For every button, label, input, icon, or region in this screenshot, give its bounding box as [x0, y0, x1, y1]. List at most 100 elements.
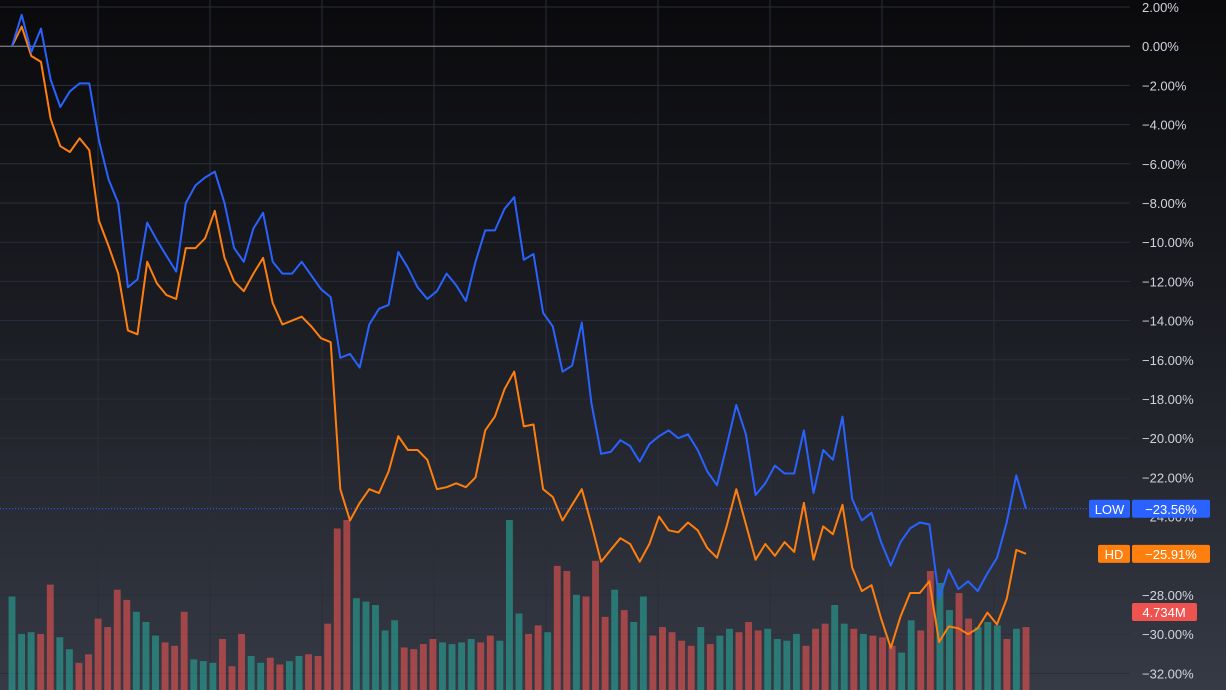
volume-bar: [209, 662, 217, 690]
series-name-badge: [1089, 499, 1130, 518]
y-tick-label: −32.00%: [1142, 666, 1194, 681]
volume-bar: [792, 633, 800, 690]
volume-bar: [419, 644, 427, 690]
volume-bar: [1022, 627, 1030, 690]
volume-bar: [285, 661, 293, 690]
volume-bar: [142, 622, 150, 690]
volume-bar: [955, 593, 963, 690]
volume-bar: [563, 571, 571, 690]
volume-bar: [429, 639, 437, 690]
volume-bar: [467, 639, 475, 690]
volume-bar: [898, 652, 906, 690]
volume-bar: [697, 627, 705, 690]
volume-bar: [544, 632, 552, 690]
volume-bar: [592, 560, 599, 690]
y-tick-label: −30.00%: [1142, 627, 1194, 642]
volume-bar: [295, 656, 303, 690]
volume-bar: [726, 628, 733, 690]
volume-bar: [37, 633, 45, 690]
volume-bar: [630, 622, 638, 690]
volume-bar: [18, 633, 26, 690]
volume-bar: [572, 594, 580, 690]
y-tick-label: −28.00%: [1142, 588, 1194, 603]
volume-bar: [974, 627, 982, 690]
volume-bar: [553, 565, 561, 690]
volume-bar: [859, 633, 867, 690]
volume-bar: [888, 645, 896, 690]
volume-bar: [477, 642, 485, 690]
y-axis[interactable]: 2.00% 0.00% −2.00% −4.00% −6.00% −8.00% −10.00…: [1142, 0, 1194, 681]
y-tick-label: −16.00%: [1142, 353, 1194, 368]
volume-bar: [8, 596, 16, 690]
volume-bar: [582, 596, 590, 690]
volume-bar: [400, 647, 408, 690]
volume-bar: [821, 623, 829, 690]
volume-bar: [936, 582, 944, 690]
series-tags: LOW −23.56% HD −25.91% 4.734M: [1089, 499, 1210, 621]
volume-bar: [94, 618, 102, 690]
volume-bar: [27, 632, 35, 690]
volume-bar: [458, 642, 466, 690]
y-tick-label: −20.00%: [1142, 431, 1194, 446]
volume-bar: [534, 625, 542, 690]
volume-bar: [706, 644, 714, 690]
y-tick-label: −12.00%: [1142, 274, 1194, 289]
volume-bar: [773, 639, 781, 690]
y-tick-label: −10.00%: [1142, 235, 1194, 250]
series-line-low: [11, 13, 1027, 600]
volume-bar: [266, 657, 274, 690]
volume-bar: [907, 620, 915, 690]
volume-bar: [1012, 628, 1020, 690]
y-tick-label: 2.00%: [1142, 0, 1179, 15]
volume-value-label: 4.734M: [1142, 605, 1185, 620]
volume-tag: 4.734M: [1132, 603, 1197, 621]
volume-bar: [381, 630, 389, 690]
volume-bar: [352, 598, 360, 690]
volume-bar: [840, 623, 848, 690]
volume-bar: [199, 661, 207, 690]
series-value-badge: [1132, 499, 1210, 518]
volume-bar: [171, 645, 179, 690]
y-tick-label: −14.00%: [1142, 314, 1194, 329]
volume-bar: [85, 654, 92, 690]
volume-bar: [410, 649, 418, 690]
series-name-label: LOW: [1095, 502, 1125, 517]
volume-bar: [745, 622, 753, 690]
volume-bar: [984, 622, 992, 690]
volume-bar: [965, 618, 973, 690]
volume-bar: [305, 654, 312, 690]
series-tag-low: LOW −23.56%: [1089, 499, 1210, 518]
volume-bars: [8, 520, 1030, 690]
volume-bar: [850, 628, 858, 690]
volume-bar: [190, 659, 198, 690]
volume-bar: [152, 635, 159, 690]
volume-bar: [391, 620, 399, 690]
volume-bar: [926, 571, 934, 690]
volume-bar: [439, 642, 446, 690]
volume-value-badge: [1132, 603, 1197, 621]
volume-bar: [946, 610, 953, 690]
volume-bar: [496, 640, 504, 690]
volume-bar: [869, 635, 877, 690]
volume-bar: [993, 625, 1001, 690]
volume-bar: [372, 605, 379, 690]
series-name-label: HD: [1105, 547, 1124, 562]
y-tick-label: −6.00%: [1142, 157, 1187, 172]
volume-bar: [75, 662, 83, 690]
volume-bar: [687, 645, 695, 690]
volume-bar: [525, 633, 533, 690]
series-line-hd: [11, 25, 1027, 649]
y-tick-label: −4.00%: [1142, 118, 1187, 133]
volume-bar: [620, 610, 628, 690]
series-value-label: −25.91%: [1145, 547, 1197, 562]
volume-bar: [668, 632, 676, 690]
volume-bar: [324, 623, 332, 690]
volume-bar: [257, 662, 265, 690]
series-lines: [11, 13, 1027, 649]
volume-bar: [104, 627, 112, 690]
volume-bar: [1003, 639, 1011, 690]
volume-bar: [238, 633, 246, 690]
volume-bar: [515, 613, 523, 690]
